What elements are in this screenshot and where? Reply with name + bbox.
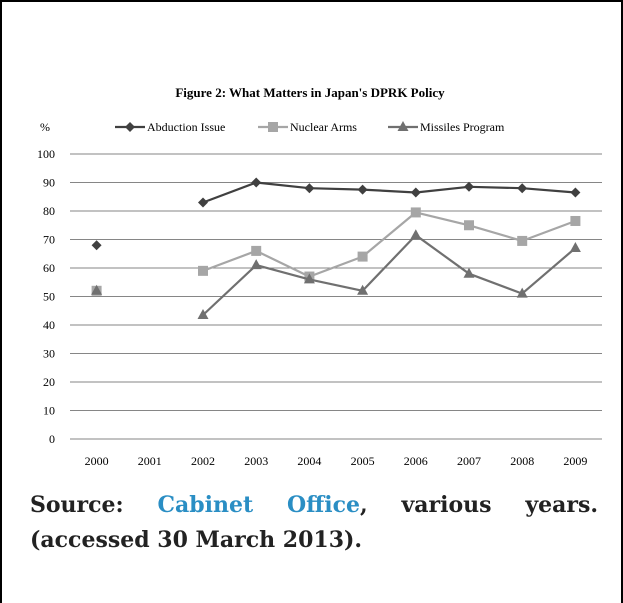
data-point [464, 220, 474, 231]
legend-marker [397, 121, 409, 131]
data-point [357, 184, 368, 195]
data-point [250, 259, 262, 270]
x-tick-label: 2003 [244, 454, 268, 468]
series-abduction-issue [91, 177, 581, 251]
data-point [410, 187, 421, 198]
data-point [91, 240, 102, 251]
data-point [91, 284, 103, 295]
legend-label: Nuclear Arms [290, 120, 357, 134]
y-tick-label: 20 [43, 375, 55, 389]
y-tick-label: 30 [43, 347, 55, 361]
data-point [517, 183, 528, 194]
x-tick-label: 2004 [297, 454, 321, 468]
x-tick-label: 2005 [351, 454, 375, 468]
gridlines [70, 153, 602, 440]
x-tick-label: 2001 [138, 454, 162, 468]
data-point [463, 267, 475, 278]
legend-label: Abduction Issue [147, 120, 225, 134]
data-point [570, 215, 581, 226]
caption-prefix: Source: [30, 492, 158, 518]
data-point [251, 245, 262, 256]
data-point [198, 265, 208, 276]
data-point [251, 177, 262, 188]
series-line [202, 234, 577, 316]
source-caption: Source: Cabinet Office, various years. (… [30, 488, 598, 558]
y-tick-label: 100 [37, 147, 55, 161]
y-tick-label: 70 [43, 233, 55, 247]
y-tick-label: 40 [43, 318, 55, 332]
data-point [304, 183, 315, 194]
data-point [410, 229, 422, 240]
y-tick-label: 0 [49, 432, 55, 446]
y-axis-label: % [40, 120, 50, 134]
data-point [569, 242, 581, 253]
legend-item: Nuclear Arms [258, 120, 357, 134]
data-point [570, 187, 581, 198]
legend-marker [268, 122, 278, 132]
x-tick-label: 2002 [191, 454, 215, 468]
legend-item: Missiles Program [388, 120, 505, 134]
legend-item: Abduction Issue [115, 120, 225, 134]
series-missiles-program [91, 229, 581, 320]
x-tick-label: 2007 [457, 454, 481, 468]
data-point [197, 309, 209, 320]
data-point [516, 287, 528, 298]
y-tick-label: 50 [43, 290, 55, 304]
legend-label: Missiles Program [420, 120, 505, 134]
y-tick-label: 60 [43, 261, 55, 275]
x-tick-label: 2009 [563, 454, 587, 468]
legend: Abduction Issue Nuclear Arms Missiles Prog… [115, 120, 505, 134]
series-nuclear-arms [91, 207, 581, 296]
series-line [202, 181, 576, 204]
y-tick-labels: 0 10 20 30 40 50 60 70 80 90 100 [37, 147, 55, 446]
caption-suffix: , various years. (accessed 30 March 2013… [30, 492, 598, 553]
x-tick-label: 2008 [510, 454, 534, 468]
data-point [303, 273, 315, 284]
x-tick-label: 2006 [404, 454, 428, 468]
data-point [357, 284, 369, 295]
x-tick-label: 2000 [85, 454, 109, 468]
line-chart: Figure 2: What Matters in Japan's DPRK P… [37, 85, 602, 468]
y-tick-label: 90 [43, 176, 55, 190]
data-point [517, 235, 528, 246]
series-line [202, 211, 576, 278]
chart-title: Figure 2: What Matters in Japan's DPRK P… [175, 85, 445, 100]
data-point [410, 207, 421, 218]
data-point [464, 181, 474, 192]
series-layer [91, 177, 581, 320]
y-tick-label: 10 [43, 404, 55, 418]
cabinet-office-link[interactable]: Cabinet Office [157, 492, 360, 518]
x-tick-labels: 2000 2001 2002 2003 2004 2005 2006 2007 2008 2009 [85, 454, 588, 468]
legend-marker [125, 122, 135, 132]
data-point [357, 251, 368, 262]
data-point [198, 197, 208, 208]
y-tick-label: 80 [43, 204, 55, 218]
